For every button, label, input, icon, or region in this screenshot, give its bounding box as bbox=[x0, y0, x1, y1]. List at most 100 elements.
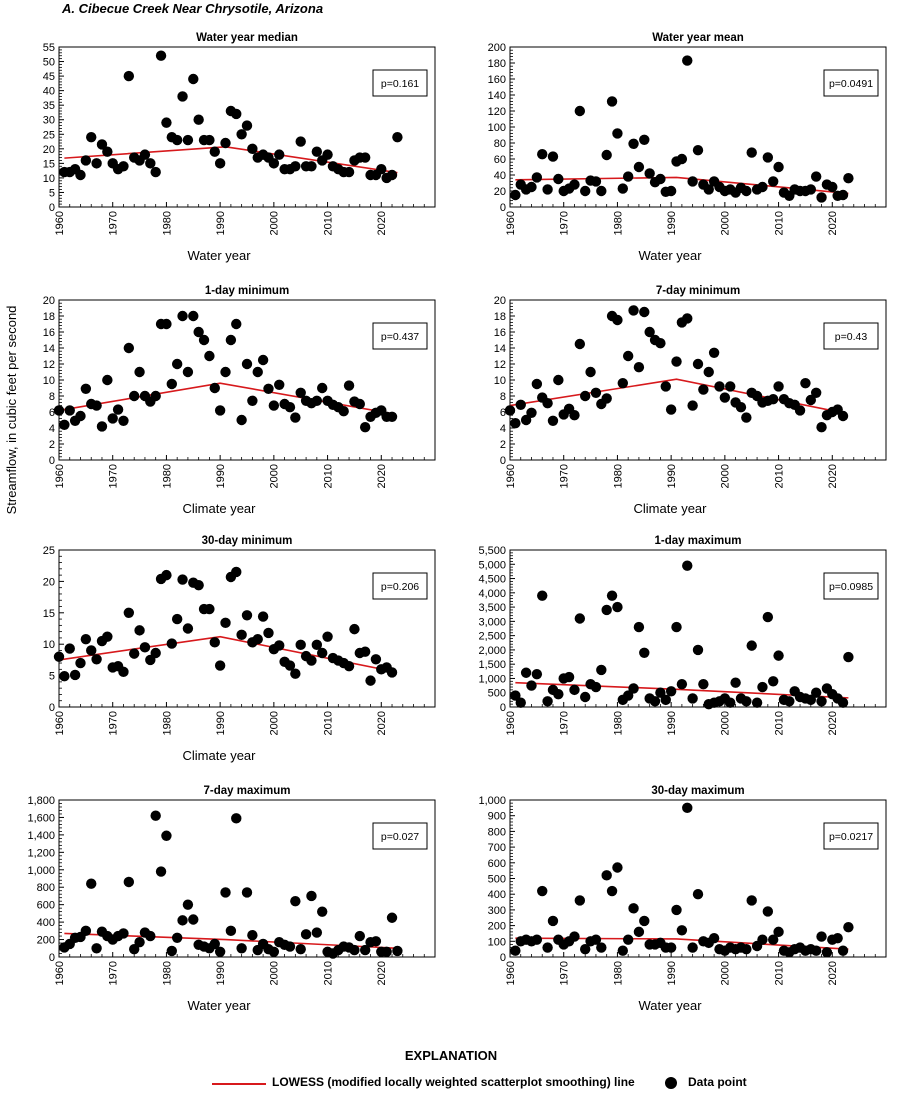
x-tick-label: 1970 bbox=[559, 711, 571, 735]
data-point bbox=[837, 410, 849, 422]
y-tick-label: 1,800 bbox=[27, 795, 55, 807]
data-point bbox=[537, 885, 548, 897]
data-point bbox=[193, 579, 204, 591]
data-point bbox=[843, 173, 854, 184]
data-point bbox=[59, 419, 70, 430]
data-point bbox=[633, 362, 645, 373]
data-point bbox=[606, 96, 618, 107]
data-point bbox=[735, 402, 747, 413]
data-point bbox=[193, 326, 204, 338]
chart-panel: 7-day maximum 0 200 400 600 800 1,000 1,200 1,40… bbox=[27, 785, 436, 1013]
data-point bbox=[322, 631, 333, 642]
data-point bbox=[204, 603, 215, 615]
data-point bbox=[671, 904, 682, 916]
data-point bbox=[590, 387, 602, 398]
y-tick-label: 0 bbox=[500, 455, 506, 467]
x-tick-label: 1980 bbox=[612, 211, 624, 235]
data-point bbox=[843, 921, 854, 933]
data-point bbox=[692, 644, 704, 656]
data-point bbox=[504, 405, 516, 416]
data-point bbox=[236, 129, 247, 140]
data-point bbox=[112, 404, 124, 415]
x-tick-label: 1960 bbox=[505, 464, 517, 488]
y-tick-label: 2,000 bbox=[478, 645, 506, 657]
data-point bbox=[612, 862, 623, 873]
data-point bbox=[64, 643, 75, 654]
data-point bbox=[91, 400, 102, 411]
data-point bbox=[510, 945, 521, 956]
data-point bbox=[118, 415, 129, 426]
y-tick-label: 0 bbox=[49, 702, 55, 714]
data-point bbox=[762, 152, 774, 163]
plot-frame bbox=[58, 549, 436, 708]
data-point bbox=[295, 943, 306, 955]
data-point bbox=[241, 887, 253, 898]
p-value-label: p=0.0985 bbox=[829, 581, 873, 593]
data-point bbox=[660, 694, 671, 706]
data-point bbox=[580, 943, 591, 955]
data-point bbox=[145, 158, 156, 169]
data-point bbox=[386, 411, 398, 422]
legend-title: EXPLANATION bbox=[404, 1048, 498, 1063]
data-point bbox=[214, 660, 226, 671]
data-point bbox=[306, 161, 317, 172]
data-point bbox=[80, 155, 92, 166]
x-tick-label: 2020 bbox=[827, 211, 839, 235]
x-tick-label: 1970 bbox=[559, 211, 571, 235]
data-point bbox=[773, 161, 784, 173]
data-point bbox=[714, 381, 725, 392]
y-tick-label: 1,600 bbox=[27, 812, 55, 824]
data-point bbox=[676, 153, 688, 165]
x-tick-label: 1970 bbox=[108, 211, 120, 235]
x-tick-label: 1990 bbox=[666, 711, 678, 735]
data-point bbox=[773, 926, 784, 938]
data-point bbox=[655, 338, 666, 349]
data-point bbox=[692, 358, 704, 370]
data-point bbox=[53, 651, 65, 662]
legend-data-point-label: Data point bbox=[688, 1075, 747, 1089]
data-point bbox=[295, 387, 306, 398]
data-point bbox=[118, 928, 129, 939]
data-point bbox=[268, 400, 280, 411]
data-point bbox=[91, 654, 102, 665]
data-point bbox=[725, 381, 736, 392]
data-point bbox=[687, 942, 698, 953]
data-point bbox=[386, 169, 398, 181]
y-tick-label: 2 bbox=[500, 439, 506, 451]
data-point bbox=[596, 664, 607, 676]
p-value-box bbox=[372, 322, 428, 350]
data-point bbox=[317, 382, 328, 394]
data-point bbox=[547, 415, 559, 426]
data-point bbox=[317, 647, 328, 659]
p-value-box bbox=[823, 322, 879, 350]
data-point bbox=[531, 378, 543, 390]
data-point bbox=[601, 393, 612, 404]
data-point bbox=[129, 390, 140, 402]
y-tick-label: 0 bbox=[500, 952, 506, 964]
legend-data-point-marker bbox=[665, 1077, 677, 1089]
data-point bbox=[682, 55, 693, 66]
y-tick-label: 20 bbox=[494, 295, 506, 307]
legend-lowess-label: LOWESS (modified locally weighted scatte… bbox=[272, 1075, 635, 1089]
y-tick-label: 2 bbox=[49, 439, 55, 451]
x-tick-label: 1970 bbox=[108, 961, 120, 985]
data-point bbox=[75, 657, 86, 669]
data-point bbox=[145, 930, 156, 942]
x-tick-label: 1960 bbox=[54, 464, 66, 488]
data-point bbox=[665, 942, 677, 953]
y-tick-label: 4 bbox=[500, 423, 506, 435]
data-point bbox=[392, 131, 403, 143]
data-point bbox=[290, 895, 301, 907]
data-point bbox=[150, 166, 161, 178]
y-tick-label: 1,000 bbox=[478, 795, 506, 807]
data-point bbox=[665, 404, 677, 415]
data-point bbox=[515, 697, 526, 708]
x-tick-label: 1970 bbox=[108, 711, 120, 735]
data-point bbox=[354, 398, 365, 410]
x-tick-label: 2010 bbox=[773, 961, 785, 985]
x-tick-label: 1980 bbox=[612, 961, 624, 985]
data-point bbox=[837, 945, 849, 956]
data-point bbox=[220, 366, 231, 378]
data-point bbox=[708, 932, 720, 944]
x-tick-label: 2020 bbox=[376, 711, 388, 735]
